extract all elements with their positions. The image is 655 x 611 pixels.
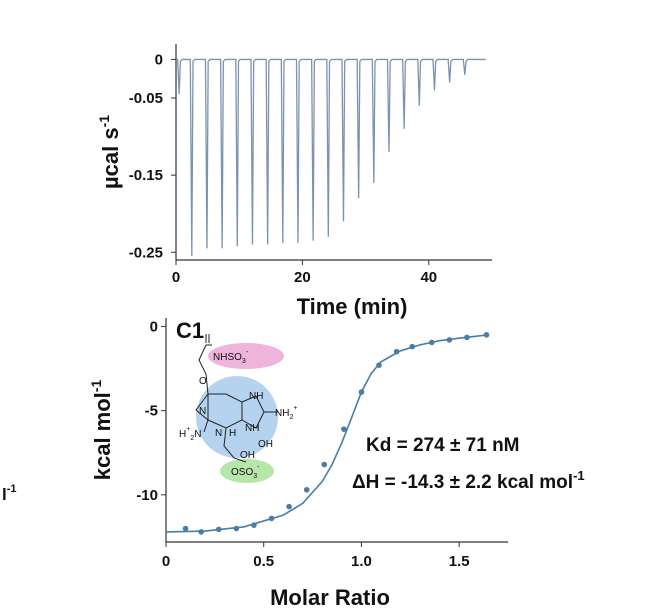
core-highlight [196,376,278,458]
sulfate-highlight [220,459,274,483]
isotherm-data-point [321,461,328,468]
sulfamate-highlight [208,343,284,369]
sulfamate-label: NHSO3- [213,349,249,365]
isotherm-data-point [483,332,490,338]
isotherm-data-point [428,339,435,346]
nh-label-a: NH [249,391,263,402]
thermogram-y-tick-label: -0.15 [129,167,163,184]
isotherm-x-ticks: 0 0.5 1.0 1.5 [162,542,470,570]
thermogram-y-ticks: 0 -0.05 -0.15 -0.25 [129,51,176,261]
isotherm-data-point [303,486,310,493]
isotherm-y-tick-label: 0 [150,318,158,335]
guanidinium-right-label: NH2+ [275,405,297,421]
isotherm-x-tick-label: 1.5 [449,553,470,570]
isotherm-data-point [446,337,453,343]
ring-n-label-a: N [199,406,206,417]
isotherm-data-point [358,389,365,395]
kd-annotation: Kd = 274 ± 71 nM [366,435,520,456]
thermogram-line [176,58,486,257]
hydroxyl-label-a: OH [258,439,273,450]
isotherm-data-point [376,362,382,368]
ring-h-label: H [229,428,236,439]
ring-n-label-b: N [215,428,222,439]
nh-label-b: NH [245,423,259,434]
isotherm-data-point [182,525,189,532]
isotherm-data-point [286,503,292,510]
isotherm-data-point [251,522,257,528]
isotherm-data-points [182,332,490,535]
thermogram-y-tick-label: -0.25 [129,244,163,261]
thermogram-x-tick-label: 20 [294,269,311,286]
thermogram-x-axis-label: Time (min) [297,294,408,319]
enthalpy-annotation: ΔH = -14.3 ± 2.2 kcal mol-1 [352,468,585,493]
thermogram-panel: 0 20 40 0 -0.05 -0.15 -0.25 Time (min) µcal s… [96,44,492,319]
hydroxyl-label-b: OH [240,450,255,461]
isotherm-x-tick-label: 0 [162,553,170,570]
isotherm-data-point [198,529,204,535]
isotherm-data-point [464,334,470,341]
thermogram-x-tick-label: 40 [420,269,437,286]
isotherm-data-point [215,526,222,533]
thermogram-y-axis-label: µcal s-1 [96,115,123,189]
thermogram-trace [176,58,486,257]
isotherm-data-point [341,426,347,432]
ester-oxygen-label: O [199,376,207,387]
isotherm-x-tick-label: 0.5 [253,553,274,570]
isotherm-data-point [233,525,240,532]
isotherm-data-point [393,348,400,355]
isotherm-y-axis-label: kcal mol-1 [88,380,115,481]
isotherm-y-tick-label: -5 [145,403,158,420]
thermogram-y-tick-label: 0 [155,51,163,68]
isotherm-y-tick-label: -10 [136,487,158,504]
isotherm-data-point [268,515,275,522]
isotherm-y-ticks: 0 -5 -10 [136,318,166,504]
structure-bonds [195,334,278,463]
cropped-label-fragment: l-1 [2,483,17,504]
panel-label: C1 [176,318,204,343]
thermogram-y-tick-label: -0.05 [129,90,163,107]
isotherm-x-axis-label: Molar Ratio [270,585,390,610]
binding-isotherm-panel: 0 0.5 1.0 1.5 0 -5 -10 C1 Molar Ratio kcal mo… [88,318,585,610]
ligand-structure: NHSO3- O NH NH NH2+ N N H H+2N OH OH OSO… [179,334,297,483]
isotherm-x-tick-label: 1.0 [351,553,372,570]
isotherm-data-point [409,343,416,350]
guanidinium-left-label: H+2N [179,426,201,442]
thermogram-x-ticks: 0 20 40 [172,260,437,286]
thermogram-x-tick-label: 0 [172,269,180,286]
sulfate-label: OSO3- [231,464,260,480]
